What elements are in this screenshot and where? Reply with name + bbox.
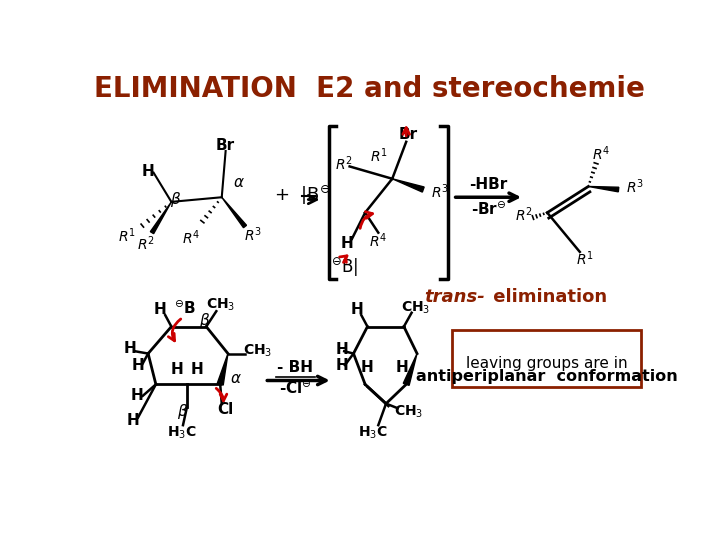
Text: - BH: - BH: [277, 360, 313, 375]
Text: H$_3$C: H$_3$C: [358, 424, 388, 441]
Text: H: H: [351, 302, 364, 317]
Text: $^{\ominus}$B$|$: $^{\ominus}$B$|$: [330, 256, 358, 280]
Text: $R^1$: $R^1$: [118, 226, 136, 245]
Text: $\alpha$: $\alpha$: [230, 372, 241, 387]
Text: -Br$^{\ominus}$: -Br$^{\ominus}$: [471, 201, 506, 218]
Text: $R^4$: $R^4$: [593, 144, 611, 163]
Text: -HBr: -HBr: [469, 177, 508, 192]
Text: $R^1$: $R^1$: [370, 146, 388, 165]
Text: $+$  $|$B$^{\ominus}$: $+$ $|$B$^{\ominus}$: [274, 184, 331, 207]
Text: antiperiplanar  conformation: antiperiplanar conformation: [415, 369, 678, 384]
Text: $\alpha$: $\alpha$: [233, 175, 246, 190]
Text: $R^2$: $R^2$: [137, 234, 155, 253]
Text: CH$_3$: CH$_3$: [401, 299, 430, 315]
Text: ELIMINATION  E2 and stereochemie: ELIMINATION E2 and stereochemie: [94, 76, 644, 104]
Text: $R^4$: $R^4$: [181, 229, 200, 247]
Text: H: H: [191, 362, 203, 377]
Text: $^{\ominus}$B: $^{\ominus}$B: [174, 300, 196, 317]
Text: CH$_3$: CH$_3$: [394, 403, 423, 420]
Text: trans-: trans-: [425, 288, 485, 306]
Text: $R^3$: $R^3$: [431, 183, 449, 201]
Text: H: H: [132, 357, 145, 373]
Text: H$_3$C: H$_3$C: [166, 424, 197, 441]
Text: -Cl$^{\ominus}$: -Cl$^{\ominus}$: [279, 380, 312, 397]
Text: H: H: [130, 388, 143, 403]
Text: $R^2$: $R^2$: [515, 206, 533, 224]
Text: CH$_3$: CH$_3$: [205, 297, 235, 313]
Text: Br: Br: [216, 138, 235, 153]
Text: $R^2$: $R^2$: [336, 154, 353, 173]
Text: H: H: [171, 362, 183, 377]
Polygon shape: [403, 354, 417, 386]
Text: $\beta$: $\beta$: [199, 311, 210, 330]
FancyBboxPatch shape: [452, 330, 641, 387]
Text: H: H: [341, 236, 354, 251]
Text: leaving groups are in: leaving groups are in: [466, 356, 627, 371]
Text: CH$_3$: CH$_3$: [243, 343, 273, 360]
Polygon shape: [392, 179, 424, 192]
Text: H: H: [395, 360, 408, 375]
Text: $\beta$: $\beta$: [170, 190, 181, 209]
Text: $R^3$: $R^3$: [244, 225, 262, 244]
Text: $\beta$: $\beta$: [177, 402, 189, 421]
Text: H: H: [361, 360, 374, 375]
Text: Cl: Cl: [217, 402, 234, 417]
Polygon shape: [150, 202, 171, 234]
Text: $R^3$: $R^3$: [626, 177, 644, 196]
Text: H: H: [153, 302, 166, 317]
Text: H: H: [126, 413, 139, 428]
Text: Br: Br: [398, 126, 418, 141]
Text: H: H: [336, 357, 348, 373]
Text: $R^1$: $R^1$: [575, 249, 593, 268]
Text: $R^4$: $R^4$: [369, 231, 387, 249]
Text: H: H: [142, 164, 155, 179]
Polygon shape: [222, 197, 246, 228]
Polygon shape: [588, 186, 618, 192]
Text: elimination: elimination: [487, 288, 607, 306]
Text: H: H: [336, 342, 348, 357]
Text: H: H: [124, 341, 137, 356]
Polygon shape: [217, 354, 228, 385]
